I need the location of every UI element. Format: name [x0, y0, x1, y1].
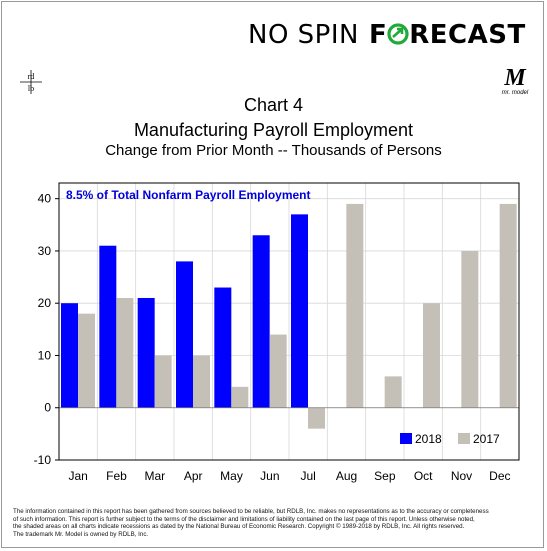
disclaimer: The information contained in this report…	[13, 508, 538, 538]
y-tick-label: 20	[38, 296, 52, 310]
chart-subtitle: Change from Prior Month -- Thousands of …	[105, 142, 442, 159]
x-tick-label: Jan	[68, 469, 87, 483]
rdlb-top: rd	[28, 72, 35, 81]
mr-model-caption: mr. model	[502, 90, 529, 96]
y-tick-label: 30	[38, 244, 52, 258]
mr-model-letter: M	[503, 65, 527, 91]
bar-2017-apr	[193, 355, 210, 408]
x-tick-label: Aug	[336, 469, 357, 483]
bar-2017-oct	[423, 303, 440, 408]
rdlb-bottom: lb	[28, 84, 34, 93]
y-tick-label: 40	[38, 192, 52, 206]
brand-right: F RECAST	[368, 20, 526, 50]
rdlb-logo: rd lb	[20, 70, 42, 94]
brand-left: NO SPIN	[248, 20, 359, 50]
x-tick-label: Feb	[106, 469, 127, 483]
bar-2018-jul	[291, 214, 308, 408]
bar-2017-dec	[499, 203, 517, 408]
disclaimer-line: of such information. This report is furt…	[13, 515, 475, 523]
x-tick-label: Jul	[300, 469, 315, 483]
x-tick-label: Mar	[144, 469, 165, 483]
bar-2017-mar	[154, 355, 172, 408]
brand-arrow-o-icon	[387, 20, 409, 50]
y-tick-label: 10	[38, 348, 52, 362]
bar-2018-jun	[252, 235, 270, 408]
x-tick-label: Oct	[414, 469, 433, 483]
legend-label-2018: 2018	[415, 432, 442, 446]
mr-model-logo: M mr. model	[502, 65, 529, 96]
chart-number: Chart 4	[243, 95, 304, 115]
bar-2017-jun	[269, 334, 287, 408]
bar-2018-jan	[61, 303, 78, 408]
disclaimer-line: the shaded areas on all charts indicate …	[13, 523, 465, 531]
chart-annotation: 8.5% of Total Nonfarm Payroll Employment	[66, 188, 311, 202]
bar-2018-may	[214, 287, 232, 408]
bar-2017-sep	[384, 376, 402, 408]
legend-swatch-2018	[400, 433, 412, 444]
bar-2017-aug	[346, 203, 364, 408]
bar-2017-jul	[308, 407, 325, 429]
bar-2017-may	[231, 386, 249, 408]
bar-2017-feb	[116, 297, 134, 408]
x-tick-label: Nov	[451, 469, 472, 483]
y-tick-label: 0	[44, 401, 51, 415]
legend-swatch-2017	[458, 433, 470, 444]
x-tick-label: Jun	[260, 469, 279, 483]
bar-2018-feb	[99, 245, 117, 408]
bar-2018-mar	[137, 297, 155, 408]
brand-logo: NO SPIN F RECAST	[248, 20, 526, 50]
plot-border	[58, 182, 520, 461]
bar-2018-apr	[176, 261, 193, 408]
chart-title: Manufacturing Payroll Employment	[133, 120, 414, 140]
bar-2017-nov	[461, 250, 479, 408]
disclaimer-line: The trademark Mr. Model is owned by RDLB…	[13, 530, 149, 538]
x-tick-label: Dec	[489, 469, 510, 483]
x-tick-label: Sep	[374, 469, 396, 483]
disclaimer-line: The information contained in this report…	[13, 508, 489, 515]
x-tick-label: May	[220, 469, 243, 483]
legend-label-2017: 2017	[473, 432, 500, 446]
x-tick-label: Apr	[184, 469, 203, 483]
y-tick-label: -10	[34, 453, 52, 467]
bar-2017-jan	[78, 313, 95, 408]
